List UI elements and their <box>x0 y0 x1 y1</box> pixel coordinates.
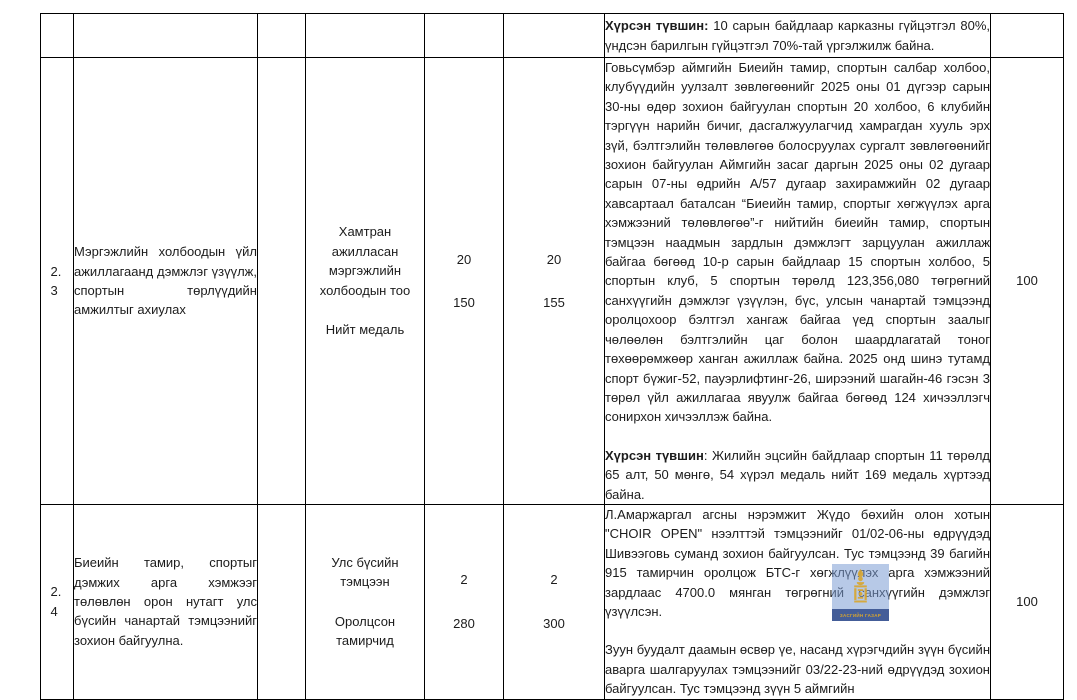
result-paragraph: Хүрсэн түвшин: Жилийн эцсийн байдлаар сп… <box>605 446 991 504</box>
achieved-level-text: 10 сарын байдлаар карказны гүйцэтгэл 80%… <box>605 18 990 53</box>
table-row-continued: Хүрсэн түвшин: 10 сарын байдлаар карказн… <box>40 13 1064 58</box>
actual-cell: 20 155 <box>503 57 605 505</box>
achieved-level-label: Хүрсэн түвшин: <box>605 18 709 34</box>
indicator-item: Хамтран ажилласан мэргэжлийн холбоодын т… <box>319 224 411 298</box>
table-row-2-4: 2.4 Биеийн тамир, спортыг дэмжих арга хэ… <box>40 503 1064 700</box>
spacer-cell <box>257 13 306 58</box>
objective-cell: Мэргэжлийн холбоодын үйл ажиллагаанд дэм… <box>73 57 258 505</box>
actual-value: 20 <box>546 251 562 267</box>
result-text-cell: Говьсүмбэр аймгийн Биеийн тамир, спортын… <box>604 57 991 505</box>
score-cell <box>990 13 1064 58</box>
objective-text: Биеийн тамир, спортыг дэмжих арга хэмжээ… <box>74 555 257 648</box>
indicator-item: Оролцсон тамирчид <box>334 613 396 649</box>
indicator-cell <box>305 13 425 58</box>
result-paragraph: Говьсүмбэр аймгийн Биеийн тамир, спортын… <box>605 60 990 425</box>
indicator-item: Улс бүсийн тэмцээн <box>331 554 399 590</box>
achieved-level-text: : Жилийн эцсийн байдлаар спортын 11 төрө… <box>605 447 991 502</box>
target-value: 2 <box>460 572 468 588</box>
document-page: Хүрсэн түвшин: 10 сарын байдлаар карказн… <box>40 13 1064 700</box>
spacer-cell <box>257 57 306 505</box>
row-number-cell: 2.4 <box>40 503 74 700</box>
soyombo-emblem-icon <box>853 564 868 609</box>
result-paragraph: Л.Амаржаргал агсны нэрэмжит Жүдо бөхийн … <box>605 506 990 619</box>
watermark-caption: ЗАСГИЙН ГАЗАР <box>832 609 889 621</box>
target-cell: 20 150 <box>424 57 504 505</box>
government-watermark: ЗАСГИЙН ГАЗАР <box>832 564 889 621</box>
score-value: 100 <box>1016 594 1038 610</box>
actual-value: 155 <box>543 294 565 310</box>
table-row-2-3: 2.3 Мэргэжлийн холбоодын үйл ажиллагаанд… <box>40 57 1064 505</box>
actual-cell: 2 300 <box>503 503 605 700</box>
indicator-item: Нийт медаль <box>325 322 405 338</box>
row-number-cell: 2.3 <box>40 57 74 505</box>
score-cell: 100 <box>990 503 1064 700</box>
row-number: 2.4 <box>50 584 62 619</box>
indicator-cell: Улс бүсийн тэмцээн Оролцсон тамирчид <box>305 503 425 700</box>
score-value: 100 <box>1016 273 1038 289</box>
target-value: 150 <box>453 294 475 310</box>
target-value: 20 <box>456 251 472 267</box>
row-number-cell <box>40 13 74 58</box>
report-table-container: Хүрсэн түвшин: 10 сарын байдлаар карказн… <box>40 13 1064 700</box>
result-paragraph: Хүрсэн түвшин: 10 сарын байдлаар карказн… <box>605 16 990 55</box>
row-number: 2.3 <box>50 263 62 298</box>
target-cell <box>424 13 504 58</box>
result-paragraph: Зуун буудалт даамын өсвөр үе, насанд хүр… <box>605 642 990 697</box>
objective-cell: Биеийн тамир, спортыг дэмжих арга хэмжээ… <box>73 503 258 700</box>
actual-value: 2 <box>550 572 558 588</box>
target-cell: 2 280 <box>424 503 504 700</box>
actual-value: 300 <box>543 615 565 631</box>
report-table: Хүрсэн түвшин: 10 сарын байдлаар карказн… <box>40 13 1064 700</box>
score-cell: 100 <box>990 57 1064 505</box>
actual-cell <box>503 13 605 58</box>
spacer-cell <box>257 503 306 700</box>
indicator-cell: Хамтран ажилласан мэргэжлийн холбоодын т… <box>305 57 425 505</box>
result-text-cell: Хүрсэн түвшин: 10 сарын байдлаар карказн… <box>604 13 991 58</box>
target-value: 280 <box>453 615 475 631</box>
objective-cell <box>73 13 258 58</box>
achieved-level-label: Хүрсэн түвшин <box>605 447 704 463</box>
result-text-cell: Л.Амаржаргал агсны нэрэмжит Жүдо бөхийн … <box>604 503 991 700</box>
objective-text: Мэргэжлийн холбоодын үйл ажиллагаанд дэм… <box>74 244 257 318</box>
